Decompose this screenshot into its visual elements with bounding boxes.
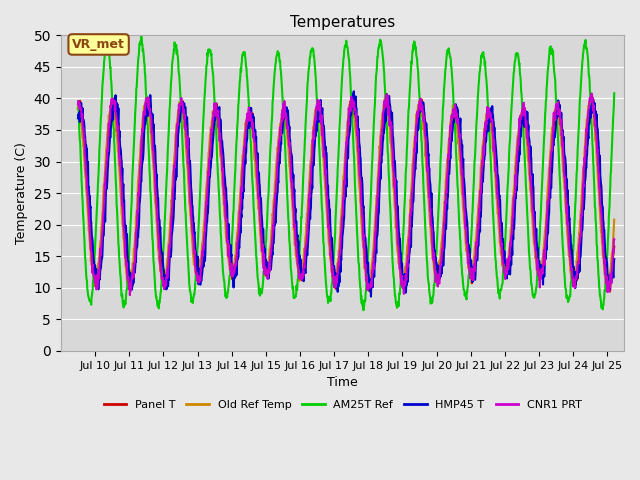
HMP45 T bbox=[367, 294, 375, 300]
AM25T Ref bbox=[74, 98, 82, 104]
HMP45 T bbox=[611, 256, 618, 262]
Panel T bbox=[383, 91, 390, 97]
Old Ref Temp bbox=[143, 94, 150, 99]
CNR1 PRT bbox=[588, 91, 596, 96]
Line: Panel T: Panel T bbox=[78, 94, 614, 291]
Panel T bbox=[313, 106, 321, 111]
Old Ref Temp bbox=[380, 103, 387, 109]
CNR1 PRT bbox=[126, 292, 134, 298]
HMP45 T bbox=[301, 270, 309, 276]
Panel T bbox=[116, 143, 124, 149]
HMP45 T bbox=[350, 88, 358, 94]
Old Ref Temp bbox=[138, 136, 145, 142]
Old Ref Temp bbox=[323, 206, 330, 212]
HMP45 T bbox=[116, 128, 124, 134]
HMP45 T bbox=[380, 130, 388, 136]
AM25T Ref bbox=[380, 66, 388, 72]
Panel T bbox=[611, 244, 618, 250]
Legend: Panel T, Old Ref Temp, AM25T Ref, HMP45 T, CNR1 PRT: Panel T, Old Ref Temp, AM25T Ref, HMP45 … bbox=[99, 396, 586, 415]
AM25T Ref bbox=[138, 34, 145, 39]
Old Ref Temp bbox=[116, 169, 124, 175]
Old Ref Temp bbox=[74, 104, 82, 110]
AM25T Ref bbox=[302, 116, 310, 121]
CNR1 PRT bbox=[116, 153, 124, 159]
AM25T Ref bbox=[323, 287, 330, 292]
HMP45 T bbox=[313, 128, 321, 134]
Panel T bbox=[138, 155, 145, 160]
AM25T Ref bbox=[138, 36, 145, 42]
AM25T Ref bbox=[116, 257, 124, 263]
Panel T bbox=[323, 171, 330, 177]
X-axis label: Time: Time bbox=[327, 376, 358, 389]
Line: AM25T Ref: AM25T Ref bbox=[78, 36, 614, 310]
Panel T bbox=[606, 288, 614, 294]
CNR1 PRT bbox=[380, 108, 387, 114]
AM25T Ref bbox=[360, 307, 367, 313]
CNR1 PRT bbox=[611, 237, 618, 242]
Old Ref Temp bbox=[611, 217, 618, 223]
HMP45 T bbox=[138, 179, 145, 184]
HMP45 T bbox=[74, 115, 82, 121]
CNR1 PRT bbox=[302, 244, 310, 250]
Line: CNR1 PRT: CNR1 PRT bbox=[78, 94, 614, 295]
CNR1 PRT bbox=[313, 102, 321, 108]
AM25T Ref bbox=[611, 90, 618, 96]
CNR1 PRT bbox=[74, 102, 82, 108]
Text: VR_met: VR_met bbox=[72, 38, 125, 51]
Old Ref Temp bbox=[302, 234, 310, 240]
Line: HMP45 T: HMP45 T bbox=[78, 91, 614, 297]
CNR1 PRT bbox=[138, 133, 145, 139]
Y-axis label: Temperature (C): Temperature (C) bbox=[15, 142, 28, 244]
Old Ref Temp bbox=[313, 104, 321, 109]
Panel T bbox=[74, 106, 82, 111]
Panel T bbox=[380, 116, 387, 122]
Title: Temperatures: Temperatures bbox=[290, 15, 396, 30]
Panel T bbox=[301, 252, 309, 258]
Line: Old Ref Temp: Old Ref Temp bbox=[78, 96, 614, 288]
Old Ref Temp bbox=[602, 285, 610, 291]
CNR1 PRT bbox=[323, 192, 330, 198]
HMP45 T bbox=[323, 149, 330, 155]
AM25T Ref bbox=[313, 96, 321, 102]
